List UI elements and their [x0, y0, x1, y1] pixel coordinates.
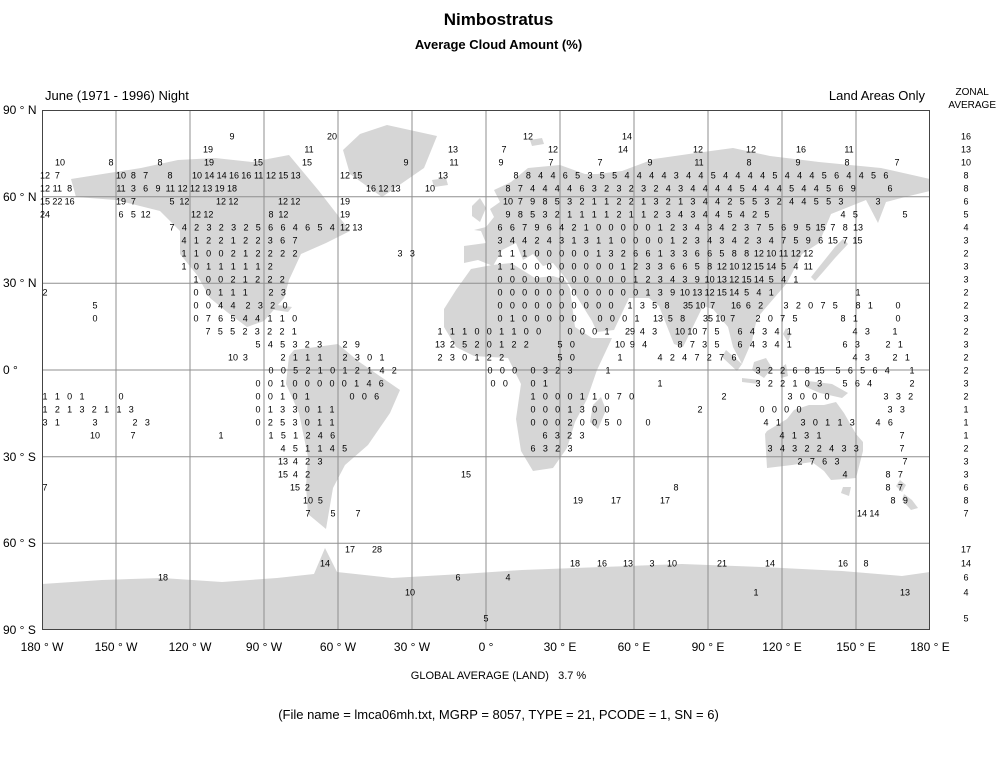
lat-axis-label: 90 ° S [3, 623, 36, 637]
map-frame [42, 110, 930, 630]
zonal-average-value: 2 [963, 352, 969, 363]
sumatra-landmass [722, 350, 742, 371]
zonal-average-value: 2 [963, 300, 969, 311]
zonal-average-value: 2 [963, 443, 969, 454]
zonal-average-value: 14 [960, 558, 972, 569]
page-subtitle: Average Cloud Amount (%) [414, 37, 583, 52]
lon-axis-label: 150 ° W [94, 640, 138, 654]
page-title: Nimbostratus [443, 10, 554, 29]
zonal-average-value: 2 [963, 365, 969, 376]
zonal-average-value: 3 [963, 313, 969, 324]
lat-axis-label: 60 ° S [3, 536, 36, 551]
java-landmass [742, 378, 760, 384]
zonal-average-value: 6 [963, 482, 969, 493]
zonal-header-line1: ZONAL [955, 87, 989, 98]
lon-axis-label: 30 ° E [543, 640, 577, 654]
madagascar-landmass [590, 397, 606, 429]
zonal-average-value: 17 [960, 544, 972, 555]
zonal-average-header: ZONAL AVERAGE [948, 86, 996, 112]
new-guinea-landmass [806, 381, 848, 398]
cuba-landmass [268, 304, 292, 312]
new-zealand-north-landmass [896, 480, 906, 492]
zonal-average-value: 2 [963, 287, 969, 298]
zonal-average-value: 7 [963, 508, 969, 519]
zonal-average-value: 3 [963, 274, 969, 285]
zonal-average-value: 2 [963, 248, 969, 259]
zonal-average-value: 6 [963, 196, 969, 207]
zonal-average-value: 8 [963, 183, 969, 194]
iceland-landmass [432, 178, 448, 187]
zonal-average-value: 3 [963, 456, 969, 467]
lon-axis-label: 60 ° E [617, 640, 651, 654]
lat-axis-label: 0 ° [3, 363, 18, 377]
greenland-landmass [343, 125, 437, 197]
zonal-average-value: 1 [963, 417, 969, 428]
period-caption: June (1971 - 1996) Night [45, 88, 189, 103]
lat-axis-label: 60 ° N [3, 189, 37, 204]
south-america-landmass [286, 344, 400, 529]
north-america-landmass [71, 155, 350, 327]
japan-landmass [811, 239, 848, 281]
zonal-average-value: 5 [963, 613, 969, 624]
zonal-average-value: 3 [963, 261, 969, 272]
zonal-average-value: 3 [963, 469, 969, 480]
zonal-average-value: 8 [963, 170, 969, 181]
lon-axis-label: 90 ° W [245, 640, 283, 654]
lon-axis-label: 120 ° W [168, 640, 212, 654]
zonal-average-value: 4 [963, 222, 969, 233]
zonal-average-value: 16 [960, 131, 972, 142]
zonal-average-value: 6 [963, 572, 969, 583]
zonal-average-value: 8 [963, 495, 969, 506]
eurasia-landmass [464, 148, 930, 364]
zonal-average-value: 13 [960, 144, 972, 155]
zonal-average-value: 1 [963, 404, 969, 415]
lat-axis-label: 30 ° N [3, 276, 37, 291]
lon-axis-label: 120 ° E [762, 640, 802, 654]
tasmania-landmass [841, 487, 851, 496]
zonal-header-line2: AVERAGE [948, 100, 996, 111]
new-zealand-south-landmass [902, 494, 918, 510]
zonal-average-value: 3 [963, 378, 969, 389]
svalbard-landmass [530, 138, 544, 146]
lat-axis-label: 90 ° N [3, 103, 37, 117]
philippines-landmass [783, 328, 791, 342]
lon-axis-label: 150 ° E [836, 640, 876, 654]
zonal-average-value: 4 [963, 587, 969, 598]
zonal-average-value: 2 [963, 391, 969, 402]
lon-axis-label: 30 ° W [393, 640, 431, 654]
grid-lines [42, 110, 930, 630]
australia-landmass [765, 402, 863, 480]
global-average-caption: GLOBAL AVERAGE (LAND) 3.7 % [410, 670, 587, 682]
file-info-caption: (File name = lmca06mh.txt, MGRP = 8057, … [278, 707, 719, 722]
zonal-average-value: 3 [963, 235, 969, 246]
zonal-average-value: 5 [963, 209, 969, 220]
coverage-caption: Land Areas Only [828, 88, 925, 103]
lon-axis-label: 60 ° W [319, 640, 357, 654]
lon-axis-label: 0 ° [478, 640, 494, 654]
zonal-average-value: 1 [963, 430, 969, 441]
british-isles-landmass [472, 198, 486, 222]
zonal-average-value: 10 [960, 157, 972, 168]
borneo-landmass [752, 358, 772, 378]
lon-axis-label: 180 ° W [20, 640, 64, 654]
map-plot-area [42, 110, 930, 630]
zonal-average-value: 3 [963, 339, 969, 350]
lat-axis-label: 30 ° S [3, 449, 36, 464]
lon-axis-label: 90 ° E [691, 640, 725, 654]
zonal-average-value: 2 [963, 326, 969, 337]
lon-axis-label: 180 ° E [910, 640, 950, 654]
